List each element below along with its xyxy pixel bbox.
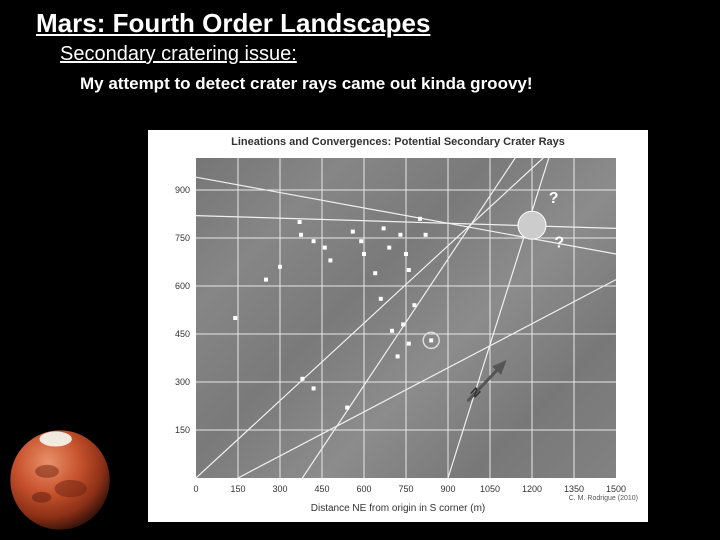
svg-text:450: 450 [175, 329, 190, 339]
svg-text:750: 750 [175, 233, 190, 243]
chart-credit: C. M. Rodrigue (2010) [569, 495, 638, 502]
svg-text:300: 300 [175, 377, 190, 387]
svg-text:0: 0 [193, 484, 198, 494]
svg-text:600: 600 [356, 484, 371, 494]
svg-text:900: 900 [440, 484, 455, 494]
svg-text:750: 750 [398, 484, 413, 494]
page-subtitle: Secondary cratering issue: [0, 41, 720, 68]
svg-text:600: 600 [175, 281, 190, 291]
x-axis-label: Distance NE from origin in S corner (m) [311, 503, 486, 514]
svg-text:1050: 1050 [480, 484, 500, 494]
svg-text:900: 900 [175, 185, 190, 195]
mars-globe-icon [6, 426, 114, 534]
svg-text:1200: 1200 [522, 484, 542, 494]
caption-text: My attempt to detect crater rays came ou… [0, 68, 720, 102]
svg-text:?: ? [549, 190, 559, 207]
chart-container: Lineations and Convergences: Potential S… [148, 130, 648, 522]
page-title: Mars: Fourth Order Landscapes [0, 0, 720, 41]
plot-area: ??N [196, 158, 616, 478]
svg-text:300: 300 [272, 484, 287, 494]
chart-title: Lineations and Convergences: Potential S… [148, 130, 648, 148]
svg-text:1350: 1350 [564, 484, 584, 494]
svg-text:1500: 1500 [606, 484, 626, 494]
svg-text:?: ? [554, 235, 564, 252]
svg-text:150: 150 [175, 425, 190, 435]
svg-text:150: 150 [230, 484, 245, 494]
svg-text:450: 450 [314, 484, 329, 494]
plot-svg: ??N [196, 158, 616, 478]
